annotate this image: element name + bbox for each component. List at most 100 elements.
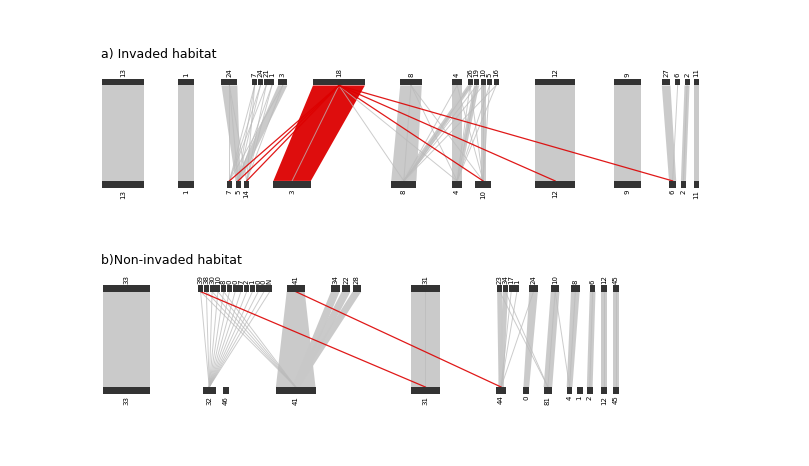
Bar (331, 285, 340, 292)
Bar (256, 285, 260, 292)
Text: 24: 24 (531, 275, 536, 284)
Text: 33: 33 (123, 274, 129, 284)
Bar (103, 285, 150, 292)
Bar (669, 181, 676, 188)
Bar (503, 285, 508, 292)
Text: 13: 13 (120, 190, 125, 199)
Bar (571, 285, 579, 292)
Polygon shape (276, 292, 316, 387)
Bar (509, 285, 514, 292)
Bar (587, 387, 593, 394)
Text: 4: 4 (454, 190, 460, 194)
Text: 1: 1 (577, 396, 582, 400)
Bar (273, 181, 311, 188)
Text: 21: 21 (263, 69, 269, 77)
Text: 16: 16 (493, 69, 499, 77)
Polygon shape (544, 292, 560, 387)
Text: 27: 27 (663, 69, 669, 77)
Text: 0: 0 (227, 279, 232, 284)
Bar (221, 285, 227, 292)
Bar (523, 387, 529, 394)
Bar (536, 181, 575, 188)
Text: 22: 22 (343, 275, 349, 284)
Text: 46: 46 (222, 396, 229, 404)
Bar (694, 181, 699, 188)
Text: 12: 12 (552, 190, 558, 199)
Text: 1: 1 (183, 73, 189, 77)
Text: 33: 33 (123, 396, 129, 404)
Bar (392, 181, 417, 188)
Text: 44: 44 (498, 396, 504, 404)
Bar (411, 387, 440, 394)
Bar (244, 181, 249, 188)
Text: 17: 17 (508, 274, 515, 284)
Text: 2: 2 (684, 73, 690, 77)
Text: 0: 0 (261, 279, 267, 284)
Text: 5: 5 (235, 190, 241, 194)
Text: 24: 24 (227, 69, 232, 77)
Bar (662, 79, 671, 85)
Polygon shape (662, 85, 676, 181)
Bar (210, 285, 214, 292)
Text: 10: 10 (480, 69, 486, 77)
Bar (258, 79, 263, 85)
Text: 19: 19 (473, 69, 480, 77)
Bar (529, 285, 538, 292)
Text: 31: 31 (422, 396, 429, 404)
Bar (566, 387, 573, 394)
Bar (203, 387, 216, 394)
Polygon shape (613, 85, 641, 181)
Polygon shape (455, 85, 479, 181)
Text: 45: 45 (612, 396, 619, 404)
Bar (178, 181, 194, 188)
Bar (353, 285, 362, 292)
Text: 8: 8 (572, 279, 578, 284)
Bar (227, 181, 232, 188)
Polygon shape (681, 85, 689, 181)
Text: 41: 41 (293, 396, 299, 404)
Polygon shape (102, 85, 144, 181)
Bar (278, 79, 287, 85)
Bar (400, 79, 421, 85)
Bar (222, 79, 237, 85)
Text: a) Invaded habitat: a) Invaded habitat (101, 48, 217, 61)
Polygon shape (497, 292, 504, 387)
Text: 10: 10 (215, 274, 221, 284)
Text: 1: 1 (269, 73, 275, 77)
Bar (250, 285, 255, 292)
Text: 30: 30 (209, 274, 215, 284)
Bar (411, 285, 440, 292)
Bar (452, 181, 462, 188)
Text: 10: 10 (552, 274, 558, 284)
Polygon shape (235, 85, 287, 181)
Bar (496, 387, 506, 394)
Text: N: N (267, 278, 273, 284)
Bar (198, 285, 203, 292)
Text: b)Non-invaded habitat: b)Non-invaded habitat (101, 254, 242, 267)
Polygon shape (292, 292, 362, 387)
Polygon shape (273, 85, 365, 181)
Bar (102, 181, 144, 188)
Text: 8: 8 (400, 190, 407, 194)
Bar (497, 285, 502, 292)
Bar (515, 285, 519, 292)
Text: 9: 9 (625, 190, 630, 194)
Polygon shape (612, 292, 619, 387)
Bar (264, 79, 269, 85)
Bar (342, 285, 350, 292)
Text: 38: 38 (203, 274, 210, 284)
Bar (102, 79, 144, 85)
Bar (235, 181, 240, 188)
Text: 14: 14 (244, 190, 250, 199)
Text: 7: 7 (227, 190, 232, 194)
Bar (269, 79, 274, 85)
Bar (286, 285, 305, 292)
Bar (493, 79, 498, 85)
Bar (452, 79, 462, 85)
Text: 81: 81 (545, 396, 551, 404)
Bar (474, 79, 479, 85)
Text: 4: 4 (454, 73, 460, 77)
Polygon shape (536, 85, 575, 181)
Text: 32: 32 (206, 396, 212, 404)
Polygon shape (481, 85, 485, 181)
